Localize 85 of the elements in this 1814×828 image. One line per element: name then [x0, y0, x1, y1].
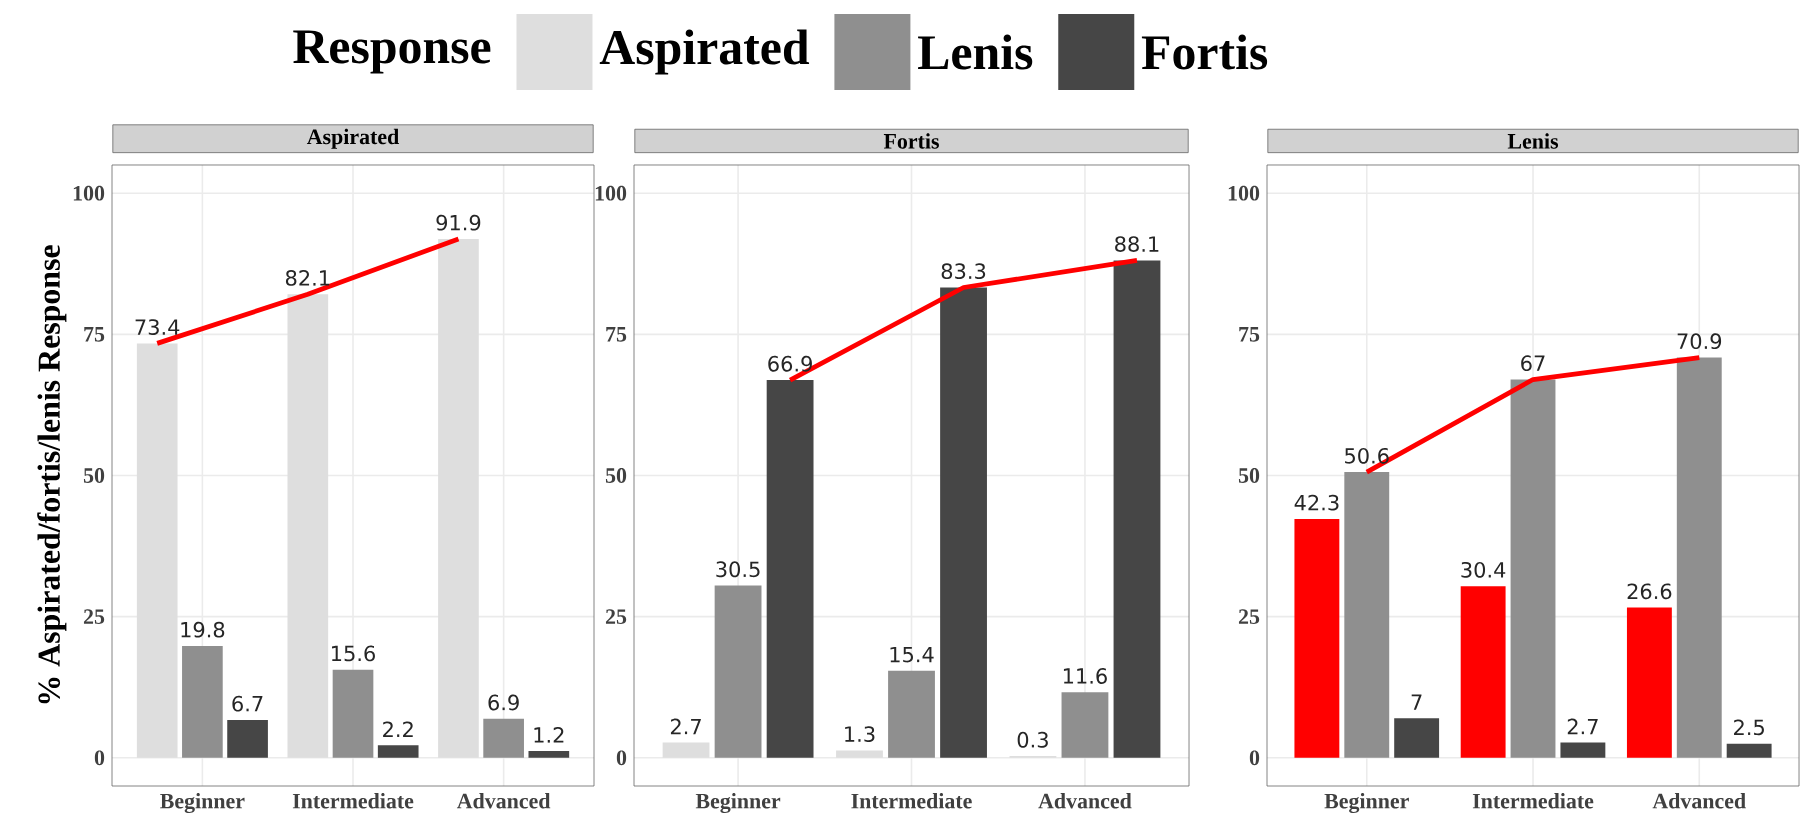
chart-title: Aspirated	[306, 128, 400, 149]
legend-label: Aspirated	[599, 29, 810, 75]
bar	[332, 669, 374, 758]
data-label: 2.7	[1567, 718, 1598, 735]
bar	[714, 585, 762, 758]
data-label: 6.9	[488, 694, 519, 711]
x-tick-label: Beginner	[1324, 793, 1409, 814]
x-tick-label: Intermediate	[851, 793, 972, 809]
bar	[766, 380, 814, 758]
y-tick-label: 100	[1228, 185, 1260, 201]
data-label: 82.1	[285, 270, 330, 286]
data-label: 11.6	[1063, 668, 1107, 684]
y-tick-label: 75	[606, 327, 627, 342]
x-tick-label: Advanced	[456, 793, 551, 809]
y-tick-label: 50	[1238, 468, 1260, 483]
y-tick-label: 0	[1249, 750, 1260, 766]
bar	[377, 745, 419, 758]
bar	[1626, 607, 1672, 758]
data-label: 15.6	[332, 645, 375, 662]
y-tick-label: 75	[84, 327, 105, 342]
y-tick-label: 25	[605, 609, 627, 624]
bar	[1294, 518, 1340, 758]
data-label: 83.3	[941, 263, 986, 280]
bar	[227, 719, 268, 758]
data-label: 88.1	[1115, 236, 1159, 252]
bar	[1061, 692, 1109, 758]
y-tick-label: 25	[83, 609, 105, 624]
data-label: 7	[1411, 694, 1422, 710]
data-label: 30.5	[716, 561, 760, 578]
data-label: 0.3	[1017, 731, 1048, 748]
chart-title: Fortis	[883, 133, 939, 149]
data-label: 2.7	[670, 718, 701, 735]
data-label: 1.3	[845, 726, 875, 743]
bar	[438, 238, 479, 758]
bar	[136, 343, 178, 758]
data-label: 42.3	[1294, 494, 1339, 511]
bar	[287, 294, 329, 758]
bar	[662, 742, 710, 758]
legend-label: Lenis	[918, 34, 1033, 70]
legend-label: Fortis	[1141, 34, 1268, 70]
bar	[1394, 718, 1440, 758]
x-tick-label: Advanced	[1038, 793, 1132, 809]
bar	[1676, 357, 1722, 758]
bar	[1510, 379, 1556, 758]
bar	[182, 645, 223, 758]
y-tick-label: 0	[616, 750, 627, 766]
bar	[528, 751, 570, 758]
x-tick-label: Beginner	[695, 793, 781, 814]
data-label: 50.6	[1345, 447, 1389, 464]
data-label: 67	[1521, 355, 1545, 372]
chart-title: Lenis	[1507, 133, 1559, 149]
x-tick-label: Intermediate	[292, 793, 414, 809]
bar	[1113, 260, 1161, 758]
data-label: 30.4	[1461, 561, 1506, 578]
data-label: 73.4	[135, 319, 180, 335]
bar	[1560, 742, 1606, 758]
y-tick-label: 50	[605, 468, 627, 483]
data-label: 6.7	[232, 695, 263, 712]
y-tick-label: 75	[1239, 327, 1260, 342]
legend-title: Response	[293, 30, 491, 74]
data-label: 2.5	[1734, 719, 1764, 736]
y-tick-label: 100	[73, 185, 105, 201]
x-tick-label: Beginner	[160, 793, 245, 814]
y-tick-label: 0	[94, 750, 105, 766]
data-label: 15.4	[890, 646, 934, 663]
bar	[888, 670, 935, 758]
data-label: 1.2	[534, 727, 564, 743]
data-label: 2.2	[383, 721, 413, 737]
y-tick-label: 50	[83, 468, 105, 483]
data-label: 70.9	[1677, 333, 1722, 350]
data-label: 26.6	[1627, 583, 1672, 600]
bar	[1460, 586, 1506, 758]
y-tick-label: 100	[595, 185, 627, 201]
y-tick-label: 25	[1238, 609, 1260, 624]
bar	[836, 750, 883, 758]
bar	[1726, 743, 1772, 758]
x-tick-label: Intermediate	[1472, 793, 1594, 809]
bar	[940, 287, 987, 758]
data-label: 66.9	[768, 355, 812, 372]
y-axis-title: % Aspirated/fortis/lenis Response	[37, 245, 67, 704]
x-tick-label: Advanced	[1652, 793, 1746, 809]
bar	[1344, 472, 1390, 758]
data-label: 19.8	[181, 621, 225, 638]
data-label: 91.9	[436, 214, 481, 231]
bar	[483, 718, 524, 758]
